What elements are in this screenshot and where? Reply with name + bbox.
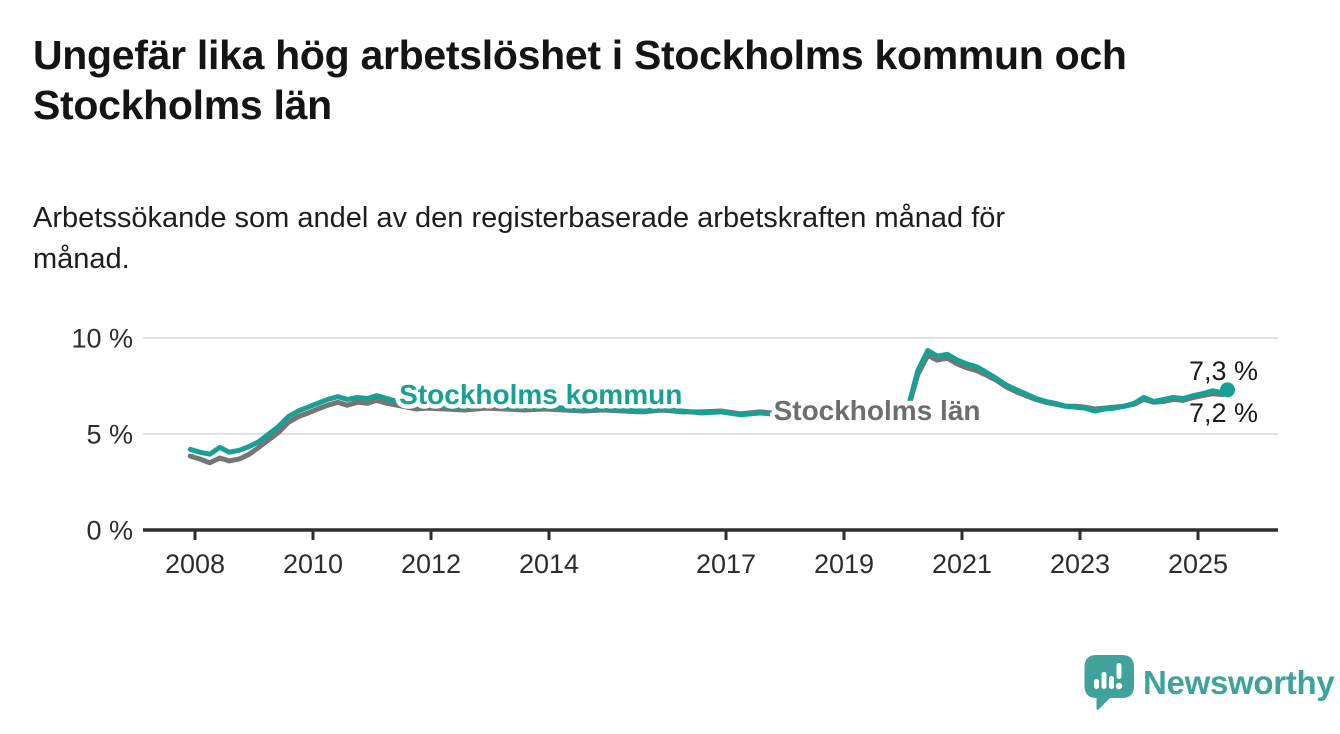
x-axis: 2008 2010 2012 2014 2017 2019 2021 2023 2025: [143, 528, 1278, 579]
y-axis-labels: 0 % 5 % 10 %: [71, 324, 133, 546]
end-value-label: 7,3 %: [1189, 356, 1258, 386]
gridlines: [143, 337, 1278, 435]
newsworthy-logo: Newsworthy: [1084, 655, 1335, 711]
x-tick-label: 2010: [283, 549, 343, 579]
series-inline-label: Stockholms län: [774, 395, 981, 426]
y-tick-label: 5 %: [86, 420, 133, 450]
x-tick-label: 2023: [1050, 549, 1110, 579]
series-end-dot: [1220, 382, 1235, 398]
newsworthy-logo-text: Newsworthy: [1143, 664, 1335, 701]
x-tick-label: 2008: [165, 549, 225, 579]
series-line: [187, 348, 1230, 457]
page-title: Ungefär lika hög arbetslöshet i Stockhol…: [33, 32, 1127, 129]
line-chart: Stockholms kommun Stockholms län 7,3 % 7,2…: [71, 324, 1278, 579]
series-inline-label: Stockholms kommun: [399, 379, 682, 410]
x-tick-label: 2019: [814, 549, 874, 579]
end-value-label: 7,2 %: [1189, 398, 1258, 428]
y-tick-label: 10 %: [71, 324, 133, 354]
chart-subtitle: Arbetssökande som andel av den registerb…: [33, 202, 1006, 276]
x-tick-label: 2017: [696, 549, 756, 579]
series-labels: Stockholms kommun Stockholms län: [395, 375, 985, 431]
y-tick-label: 0 %: [86, 516, 133, 546]
x-tick-label: 2025: [1168, 549, 1228, 579]
x-tick-label: 2014: [519, 549, 579, 579]
x-tick-label: 2012: [401, 549, 461, 579]
end-value-labels: 7,3 % 7,2 %: [1189, 356, 1258, 428]
series-lines: [187, 348, 1235, 466]
x-tick-label: 2021: [932, 549, 992, 579]
newsworthy-logo-icon: [1084, 655, 1134, 710]
bar-chart-glyph: [1094, 663, 1123, 690]
